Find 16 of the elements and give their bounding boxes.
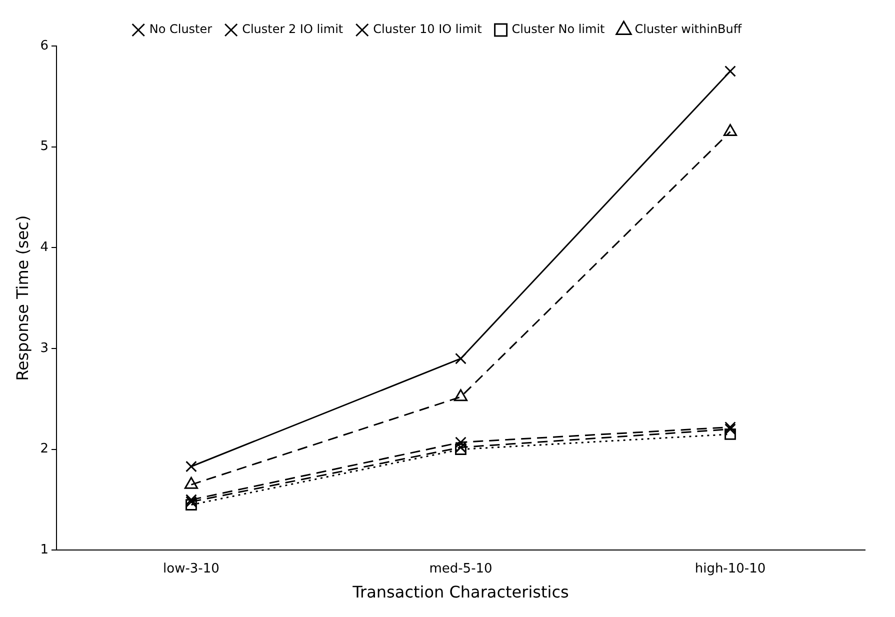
y-tick-label: 4	[40, 240, 48, 256]
legend-label: Cluster withinBuff	[634, 22, 742, 36]
y-tick-label: 6	[40, 38, 48, 54]
x-tick-label: low-3-10	[163, 561, 220, 576]
x-tick-label: med-5-10	[429, 561, 492, 576]
legend-label: Cluster 2 IO limit	[242, 22, 344, 36]
legend-label: Cluster 10 IO limit	[373, 22, 482, 36]
legend-label: Cluster No limit	[512, 22, 606, 36]
y-tick-label: 3	[40, 340, 48, 356]
y-axis-title: Response Time (sec)	[12, 215, 32, 381]
x-axis-title: Transaction Characteristics	[352, 582, 569, 602]
y-tick-label: 2	[40, 442, 48, 457]
y-tick-label: 5	[40, 139, 48, 154]
x-tick-label: high-10-10	[694, 561, 766, 576]
legend-label: No Cluster	[149, 22, 212, 36]
y-tick-label: 1	[40, 542, 48, 558]
